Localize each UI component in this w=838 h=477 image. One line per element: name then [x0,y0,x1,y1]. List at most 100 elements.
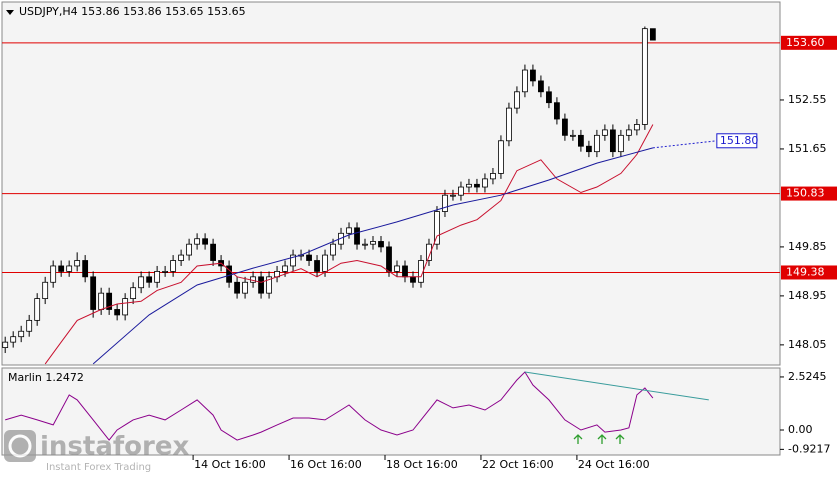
candle-body [570,134,576,137]
candle-body [554,102,560,120]
candle-body [106,292,113,310]
candle-body [514,91,520,109]
candle-body [306,254,312,261]
candle-body [266,276,272,294]
candle-body [402,265,408,278]
candle-body [370,241,376,245]
candle-body [210,243,216,261]
candle-body [234,281,240,294]
candle-body [130,287,137,300]
candle-body [98,292,105,310]
y-tick-label: 0.00 [788,423,813,436]
y-tick-label: 149.85 [788,240,827,253]
up-arrow [615,434,625,444]
level-label: 150.83 [786,187,825,200]
candle-body [178,254,185,261]
candle-body [10,336,17,343]
level-label-box [781,186,837,201]
candle-body [202,238,208,245]
watermark-brand: instaforex [40,432,190,462]
candle-body [2,341,9,348]
candle-body [442,194,448,212]
y-tick-label: 148.95 [788,289,827,302]
y-tick-label: 152.55 [788,93,827,106]
candle-body [641,28,648,125]
candle-body [617,134,624,153]
price-panel [1,1,781,366]
annotation-label: 151.80 [720,134,759,147]
candle-body [114,309,121,316]
chart-title: USDJPY,H4 153.86 153.86 153.65 153.65 [19,5,246,18]
candle-body [498,140,504,174]
plot-layer: 148.05 148.95 149.85 151.65 152.55 14 Oct 16:… [2,26,837,471]
candle-body [322,254,328,272]
level-label: 153.60 [786,36,825,49]
candle-body [58,265,65,272]
candle-body [282,265,288,272]
candle-body [458,186,464,196]
candle-body [50,265,57,283]
candle-body [578,134,584,147]
candle-body [474,183,480,188]
candle-body [194,238,200,245]
candle-body [18,330,25,338]
candle-body [506,107,512,142]
level-label-box [781,35,837,50]
level-label-box [781,265,837,280]
candle-body [593,134,600,153]
watermark: instaforex Instant Forex Trading [4,430,190,473]
candle-body [346,227,352,234]
candle-body [410,276,416,283]
candle-body [546,91,552,104]
x-tick-label: 14 Oct 16:00 [194,458,266,471]
candle-body [362,243,368,246]
x-tick-label: 16 Oct 16:00 [290,458,362,471]
candle-body [90,276,97,310]
candle-body [242,281,248,294]
candle-body [394,265,400,272]
candle-body [538,80,544,93]
candle-body [290,254,296,267]
oscillator-panel [1,367,781,456]
candle-body [601,129,608,136]
y-tick-label: 151.65 [788,142,827,155]
candle-body [138,276,145,289]
candle-body [450,194,456,197]
annotation-box [716,133,758,149]
candle-body [530,69,536,82]
level-label: 149.38 [786,265,825,278]
candle-body [609,129,616,153]
candle-body [66,265,73,272]
candle-body [330,243,336,256]
divergence-line [524,371,709,401]
candle-body [482,178,488,188]
candle-body [26,319,33,332]
candle-body [386,246,392,272]
candle-body [42,281,49,300]
candle-body [122,298,129,316]
y-tick-label: 148.05 [788,338,827,351]
candle-body [186,243,193,256]
candle-body [649,28,656,41]
oscillator-line [5,371,654,441]
candle-body [562,118,568,136]
candle-body [490,173,496,180]
candle-body [34,298,41,321]
x-tick-label: 24 Oct 16:00 [578,458,650,471]
y-tick-label: -0.9217 [788,442,830,455]
candle-body [585,145,592,153]
candle-body [426,243,432,261]
signal-arrows [573,434,625,444]
watermark-tagline: Instant Forex Trading [46,462,151,473]
candle-body [625,129,632,136]
up-arrow [597,434,607,444]
candle-body [378,241,384,248]
moving-average [92,147,654,365]
moving-average [44,124,654,365]
candle-body [466,183,472,188]
candle-body [354,227,360,245]
up-arrow [573,434,583,444]
candle-body [434,211,440,245]
y-tick-label: 2.5245 [788,370,827,383]
